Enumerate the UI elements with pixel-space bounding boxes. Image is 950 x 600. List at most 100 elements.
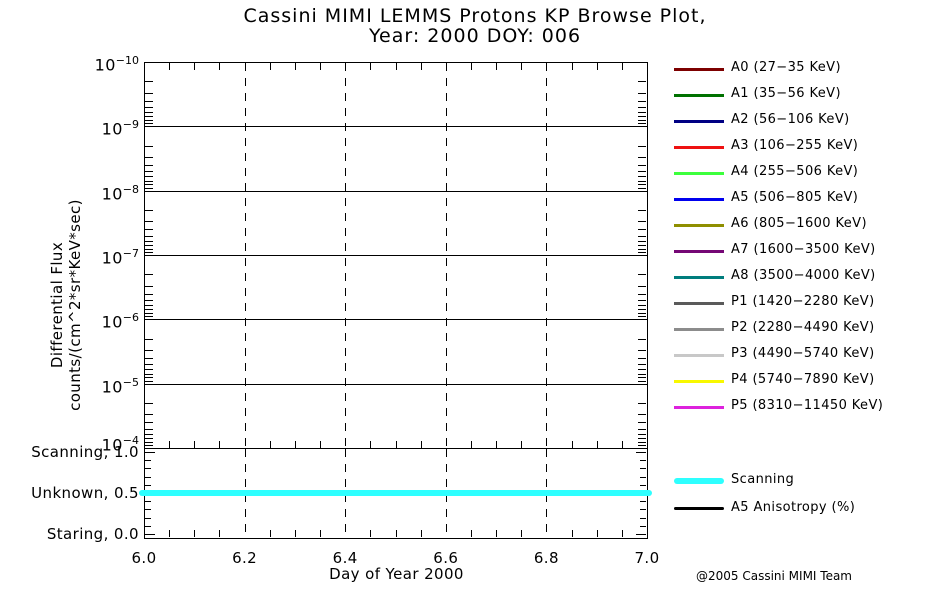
y-log-minor-tick — [638, 123, 646, 124]
y-log-minor-tick — [638, 374, 646, 375]
legend-label-A0: A0 (27−35 KeV) — [731, 60, 841, 75]
x-minor-tick — [320, 441, 321, 448]
vertical-gridline — [244, 63, 246, 447]
legend-label-A8: A8 (3500−4000 KeV) — [731, 268, 876, 283]
y-log-minor-tick — [145, 116, 153, 117]
y-log-minor-tick — [638, 313, 646, 314]
y-log-minor-tick — [638, 120, 646, 121]
y-log-minor-tick — [145, 188, 153, 189]
y-log-minor-tick — [638, 252, 646, 253]
status-y-tick — [145, 468, 151, 469]
x-minor-tick — [194, 63, 195, 70]
y-log-minor-tick — [145, 146, 153, 147]
y-tick-label: 10−9 — [101, 118, 139, 139]
y-tick-label: 10−5 — [101, 375, 139, 396]
x-minor-tick — [396, 441, 397, 448]
y-log-minor-tick — [145, 414, 153, 415]
status-y-tick — [145, 501, 151, 502]
status-y-tick — [636, 452, 646, 453]
y-log-minor-tick — [638, 157, 646, 158]
status-y-tick — [640, 460, 646, 461]
y-log-minor-tick — [638, 171, 646, 172]
y-log-minor-tick — [638, 210, 646, 211]
legend-label-P5: P5 (8310−11450 KeV) — [731, 398, 884, 413]
y-log-minor-tick — [145, 210, 153, 211]
status-tick-label: Unknown, 0.5 — [31, 484, 139, 502]
legend-label-P3: P3 (4490−5740 KeV) — [731, 346, 875, 361]
status-y-tick — [145, 452, 155, 453]
y-log-minor-tick — [638, 422, 646, 423]
x-minor-tick — [572, 441, 573, 448]
status-y-tick — [640, 501, 646, 502]
decade-gridline — [144, 383, 647, 385]
y-log-minor-tick — [145, 339, 153, 340]
y-log-minor-tick — [145, 300, 153, 301]
legend-swatch-A5 — [674, 198, 724, 201]
legend-swatch-P4 — [674, 380, 724, 383]
legend-label-overlay: A5 Anisotropy (%) — [731, 500, 856, 515]
y-log-minor-tick — [638, 116, 646, 117]
x-minor-tick — [496, 530, 497, 537]
y-log-minor-tick — [145, 313, 153, 314]
y-log-minor-tick — [145, 305, 153, 306]
y-log-minor-tick — [638, 364, 646, 365]
x-minor-tick — [597, 441, 598, 448]
legend-swatch-P3 — [674, 354, 724, 357]
y-log-minor-tick — [145, 107, 153, 108]
vertical-gridline — [546, 63, 548, 447]
y-log-minor-tick — [638, 438, 646, 439]
status-y-tick — [145, 460, 151, 461]
y-log-minor-tick — [638, 81, 646, 82]
x-minor-tick — [270, 63, 271, 70]
y-log-minor-tick — [145, 381, 153, 382]
y-log-minor-tick — [638, 146, 646, 147]
x-minor-tick — [521, 63, 522, 70]
y-log-minor-tick — [145, 101, 153, 102]
y-log-minor-tick — [145, 249, 153, 250]
x-minor-tick — [421, 441, 422, 448]
legend-swatch-A7 — [674, 250, 724, 253]
x-minor-tick — [219, 530, 220, 537]
y-log-minor-tick — [145, 229, 153, 230]
status-y-tick — [145, 518, 151, 519]
y-log-minor-tick — [638, 442, 646, 443]
x-axis-title: Day of Year 2000 — [329, 565, 464, 583]
status-y-tick — [145, 477, 151, 478]
y-log-minor-tick — [145, 274, 153, 275]
legend-label-A1: A1 (35−56 KeV) — [731, 86, 841, 101]
y-tick-label: 10−8 — [101, 182, 139, 203]
y-log-minor-tick — [145, 403, 153, 404]
legend-label-A7: A7 (1600−3500 KeV) — [731, 242, 876, 257]
x-minor-tick — [471, 441, 472, 448]
x-tick-label: 6.0 — [131, 549, 157, 567]
decade-gridline — [144, 190, 647, 192]
plot-title-line1: Cassini MIMI LEMMS Protons KP Browse Plo… — [243, 5, 707, 27]
y-log-minor-tick — [145, 445, 153, 446]
y-log-minor-tick — [145, 112, 153, 113]
y-log-minor-tick — [638, 188, 646, 189]
y-tick-label: 10−6 — [101, 311, 139, 332]
x-minor-tick — [572, 530, 573, 537]
y-log-minor-tick — [638, 107, 646, 108]
y-log-minor-tick — [638, 241, 646, 242]
legend-label-A6: A6 (805−1600 KeV) — [731, 216, 867, 231]
status-y-tick — [640, 509, 646, 510]
plot-title-line2: Year: 2000 DOY: 006 — [368, 25, 582, 47]
status-y-tick — [640, 477, 646, 478]
x-minor-tick — [194, 530, 195, 537]
x-minor-tick — [295, 63, 296, 70]
y-tick-label: 10−7 — [101, 247, 139, 268]
x-minor-tick — [597, 63, 598, 70]
y-tick-label: 10−4 — [101, 434, 139, 455]
y-tick-label: 10−10 — [94, 54, 139, 75]
legend-swatch-A8 — [674, 276, 724, 279]
x-minor-tick — [270, 441, 271, 448]
y-log-minor-tick — [145, 442, 153, 443]
y-log-minor-tick — [145, 377, 153, 378]
legend-swatch-A6 — [674, 224, 724, 227]
legend-swatch-overlay — [674, 507, 724, 510]
credit-block: @2005 Cassini MIMI Team Fundamental Tech… — [696, 545, 885, 600]
x-tick-label: 6.8 — [533, 549, 559, 567]
legend-swatch-A0 — [674, 68, 724, 71]
x-minor-tick — [597, 530, 598, 537]
